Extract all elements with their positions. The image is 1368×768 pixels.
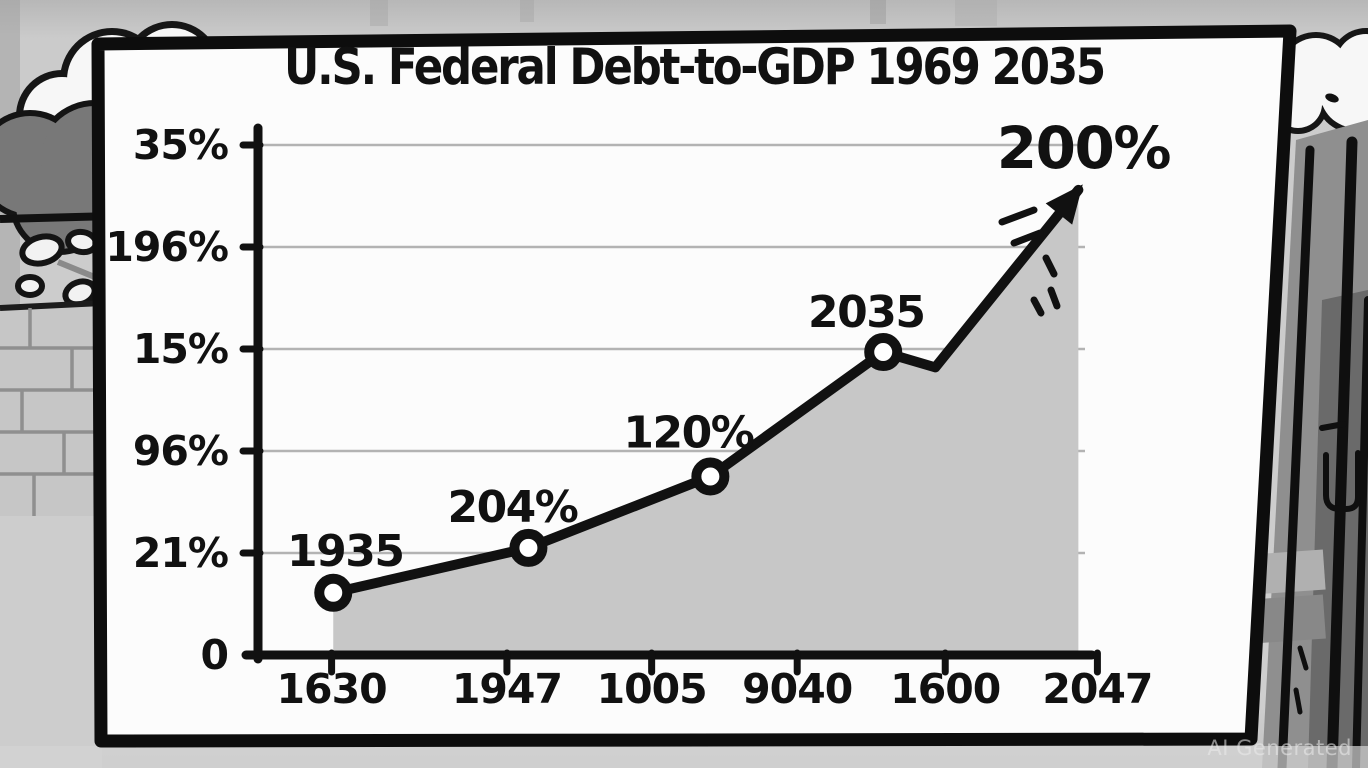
- y-tick-label: 96%: [133, 427, 228, 475]
- y-tick-label: 35%: [133, 121, 228, 169]
- top-blur-shapes: [370, 0, 997, 26]
- data-point-marker: [314, 573, 353, 612]
- cloud-dot: [1325, 93, 1339, 103]
- chart-title: U.S. Federal Debt-to-GDP 1969 2035: [284, 38, 1104, 96]
- x-tick-label: 1005: [597, 665, 707, 713]
- point-annotation: 2035: [808, 287, 924, 338]
- x-tick-label: 1630: [277, 665, 387, 713]
- trend-line: [328, 184, 1084, 598]
- arrowhead-icon: [1045, 184, 1083, 225]
- y-tick-label: 0: [200, 631, 228, 679]
- y-tick-label: 196%: [105, 223, 228, 271]
- point-annotation: 200%: [997, 114, 1171, 182]
- bottom-shade: [0, 746, 1368, 768]
- ai-generated-watermark: AI Generated: [1207, 736, 1352, 760]
- x-tick-label: 2047: [1042, 665, 1152, 713]
- point-annotation: 1935: [287, 526, 403, 577]
- doorframe-right-icon: [1245, 120, 1368, 768]
- motion-dash: [1010, 229, 1044, 247]
- data-point-marker: [509, 528, 548, 567]
- data-point-marker: [691, 457, 730, 496]
- motion-dash: [1030, 296, 1045, 317]
- area-fill: [333, 189, 1079, 654]
- point-annotation: 120%: [623, 408, 753, 459]
- x-tick-label: 1600: [890, 665, 1000, 713]
- y-tick-label: 21%: [133, 529, 228, 577]
- x-tick-label: 1947: [452, 665, 562, 713]
- motion-dash: [1042, 254, 1058, 278]
- motion-dash: [998, 206, 1038, 226]
- x-tick-label: 9040: [742, 665, 852, 713]
- motion-dash: [1047, 286, 1061, 310]
- brick-wall-icon: [0, 300, 103, 768]
- point-annotation: 204%: [447, 482, 577, 533]
- data-point-marker: [864, 333, 903, 372]
- stones-left-icon: [15, 228, 99, 308]
- y-tick-label: 15%: [133, 325, 228, 373]
